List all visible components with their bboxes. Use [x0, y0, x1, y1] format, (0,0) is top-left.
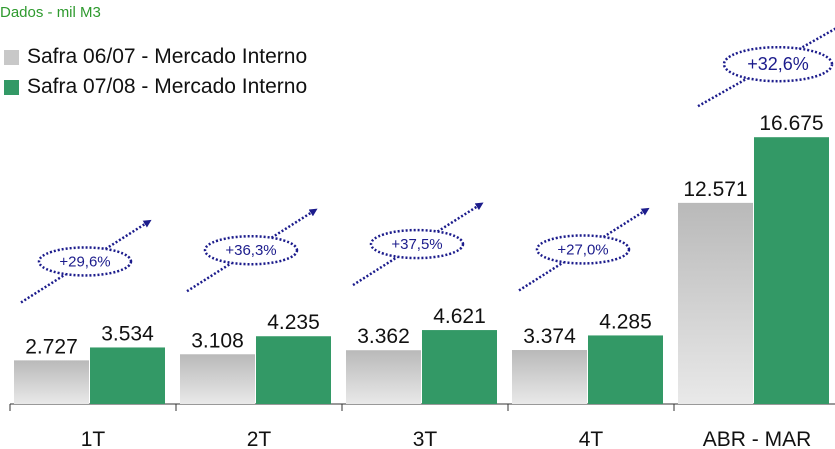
growth-label: +27,0% [557, 241, 608, 258]
legend-label-series-2: Safra 07/08 - Mercado Interno [27, 75, 308, 98]
bar-safra-0607 [678, 202, 753, 404]
data-label-safra-0607: 3.362 [357, 325, 410, 348]
data-label-safra-0607: 12.571 [683, 178, 747, 201]
legend-swatch-series-2 [4, 79, 19, 95]
data-label-safra-0708: 16.675 [759, 112, 823, 135]
growth-arrow [518, 207, 650, 292]
data-label-safra-0607: 2.727 [25, 335, 78, 358]
growth-ellipse [535, 234, 631, 265]
legend-label-series-1: Safra 06/07 - Mercado Interno [27, 45, 308, 68]
growth-ellipse [369, 228, 465, 260]
growth-label: +37,5% [391, 236, 442, 253]
bar-safra-0708 [754, 137, 829, 404]
growth-label: +32,6% [747, 54, 809, 74]
x-tick-label: 1T [81, 428, 106, 449]
x-tick-label: 2T [247, 428, 272, 449]
growth-label: +29,6% [59, 253, 110, 270]
bar-safra-0708 [90, 347, 165, 404]
growth-ellipse [722, 45, 834, 83]
data-label-safra-0708: 4.235 [267, 311, 320, 334]
growth-ellipse [37, 246, 133, 277]
legend-swatch-series-1 [4, 49, 19, 65]
growth-ellipse [203, 234, 299, 266]
data-label-safra-0607: 3.108 [191, 329, 244, 352]
data-label-safra-0708: 4.285 [599, 310, 652, 333]
growth-arrow [352, 202, 484, 287]
x-tick-label: 4T [579, 428, 604, 449]
data-label-safra-0607: 3.374 [523, 325, 576, 348]
x-tick-label: 3T [413, 428, 438, 449]
bar-safra-0607 [512, 350, 587, 404]
bar-safra-0607 [180, 354, 255, 404]
chart-subtitle: Dados - mil M3 [0, 4, 101, 21]
growth-arrow [20, 219, 152, 304]
legend: Safra 06/07 - Mercado Interno Safra 07/0… [4, 42, 307, 102]
legend-item-series-2: Safra 07/08 - Mercado Interno [4, 72, 307, 102]
growth-arrow [186, 208, 318, 293]
bar-safra-0607 [346, 350, 421, 404]
data-label-safra-0708: 3.534 [101, 322, 154, 345]
bar-safra-0607 [14, 360, 89, 404]
growth-label: +36,3% [225, 242, 276, 259]
bar-safra-0708 [256, 336, 331, 404]
legend-item-series-1: Safra 06/07 - Mercado Interno [4, 42, 307, 72]
bar-safra-0708 [422, 330, 497, 404]
data-label-safra-0708: 4.621 [433, 305, 486, 328]
x-tick-label: ABR - MAR [703, 428, 812, 449]
bar-safra-0708 [588, 335, 663, 404]
